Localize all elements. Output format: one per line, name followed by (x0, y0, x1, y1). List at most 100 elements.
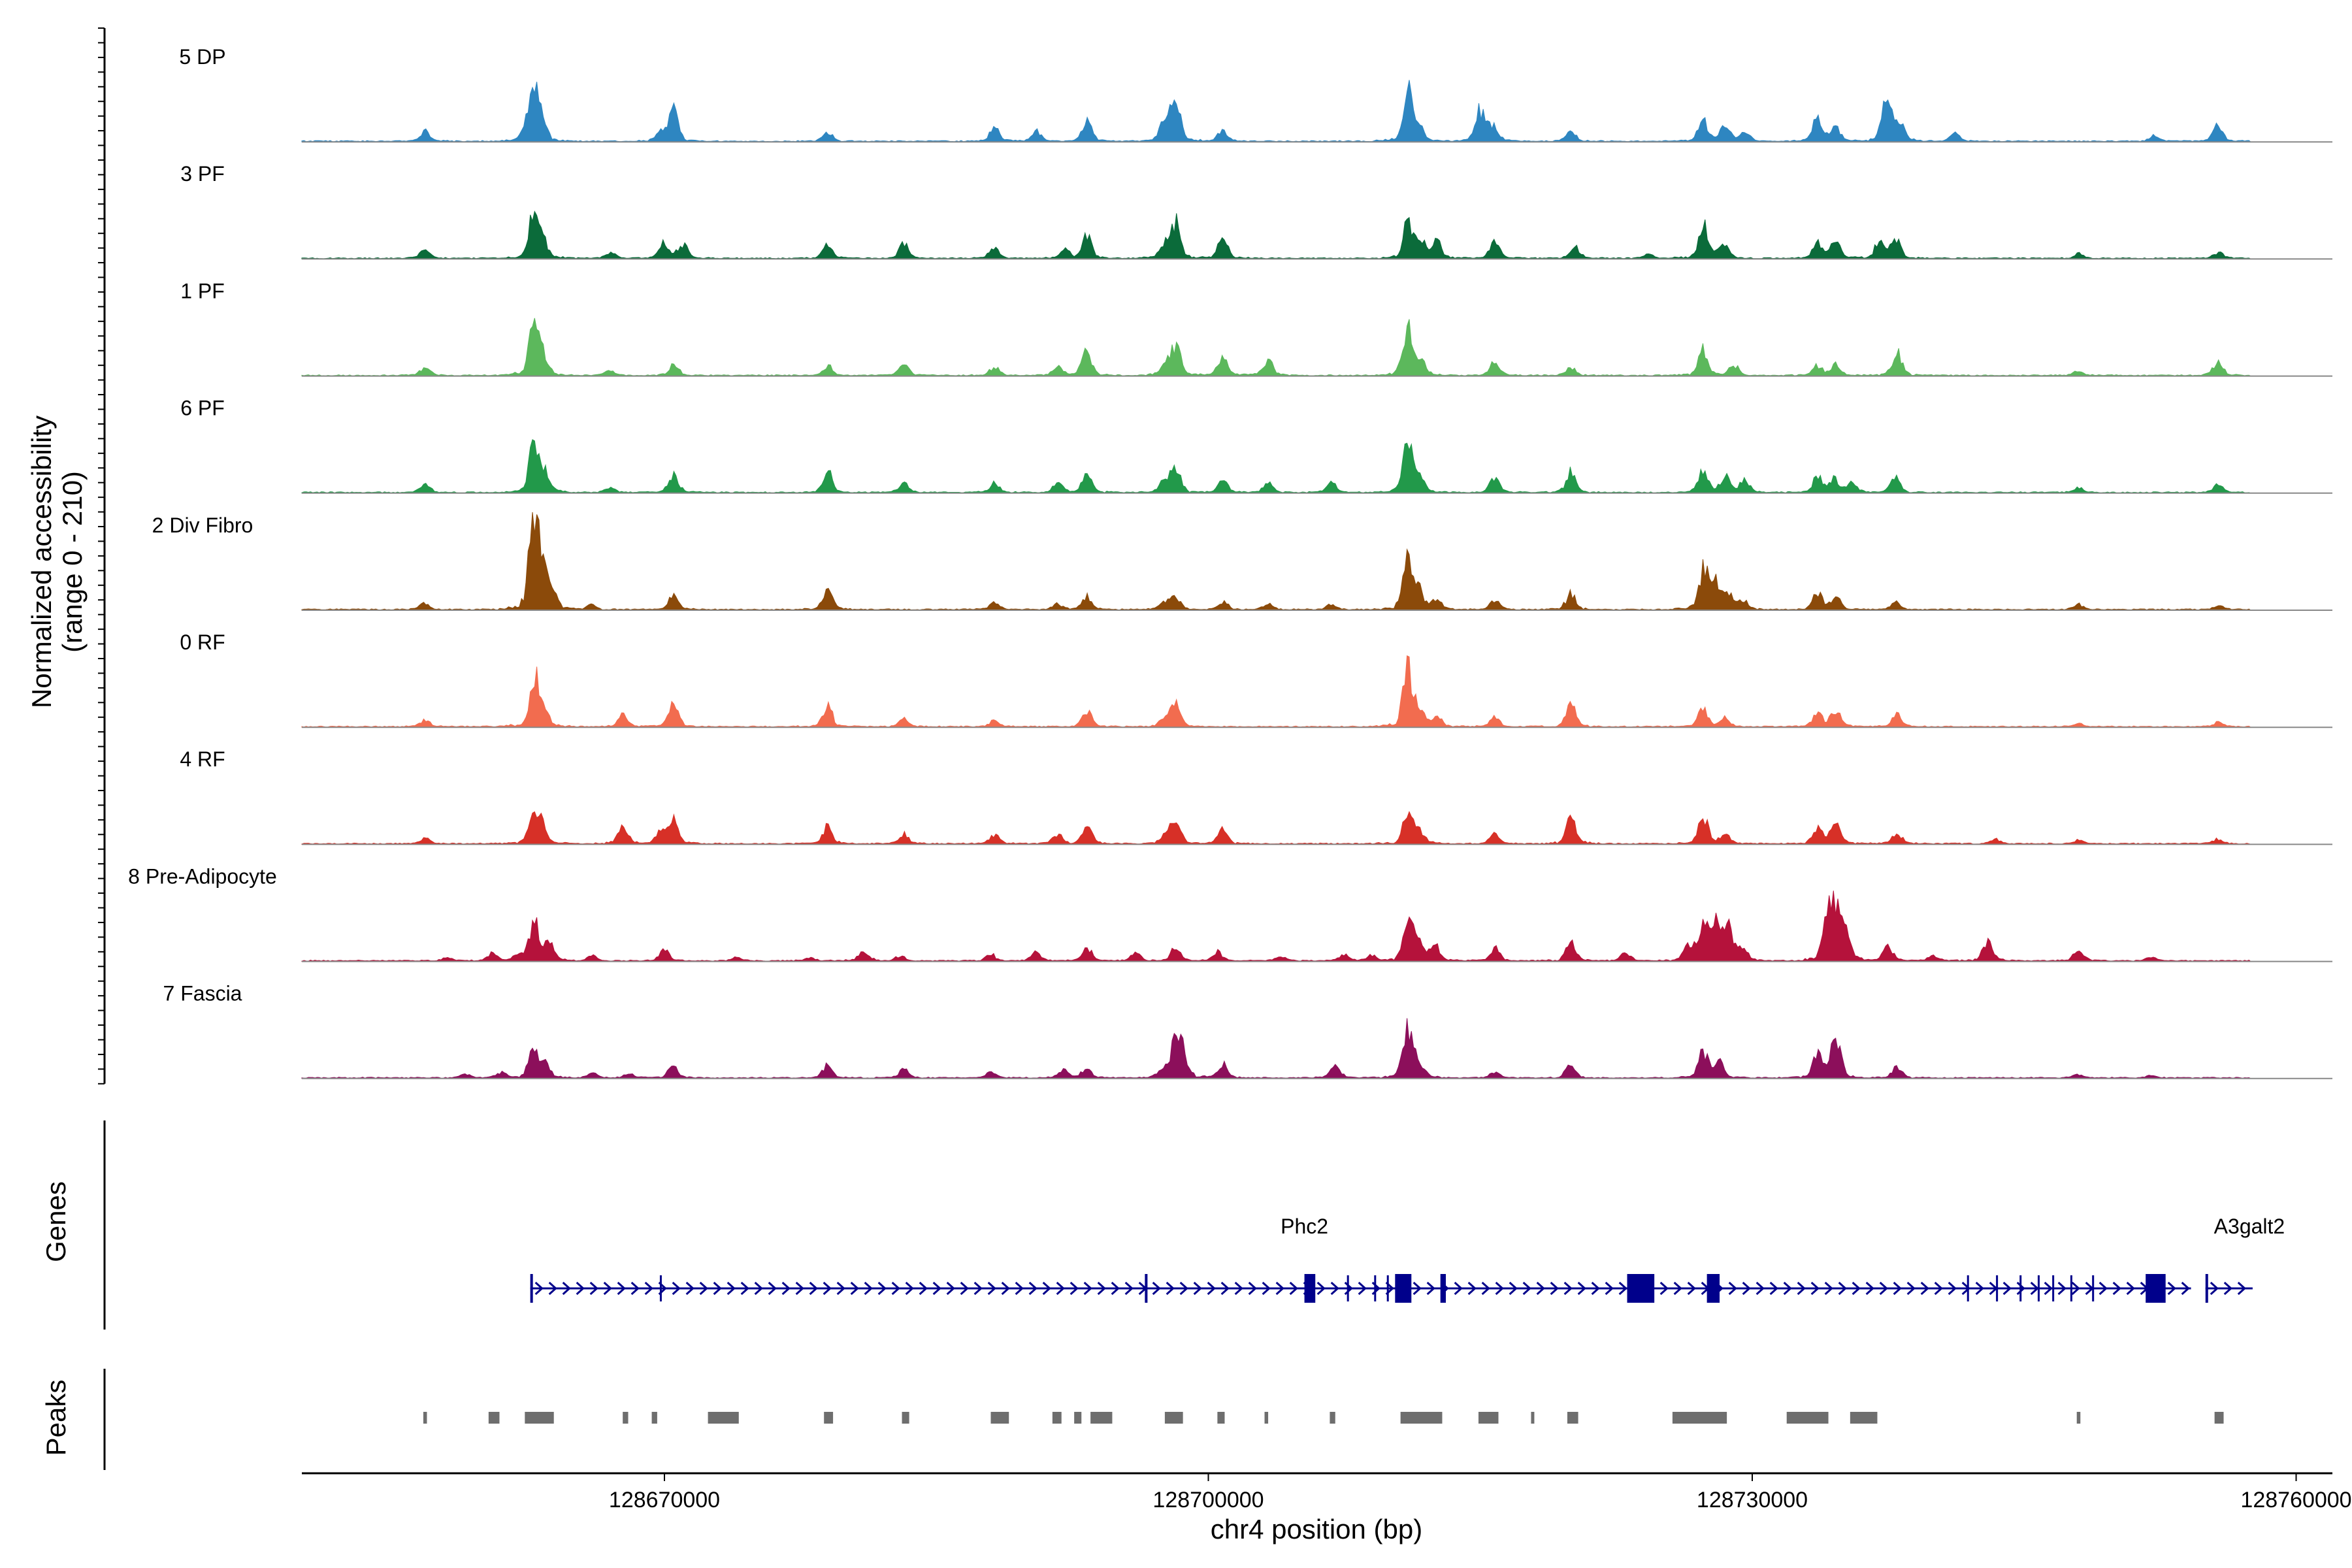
coverage-area (301, 890, 2252, 962)
peak-region (1074, 1412, 1082, 1424)
strand-arrow (1248, 1281, 1257, 1296)
strand-arrow (1330, 1281, 1339, 1296)
track-label: 0 RF (180, 630, 225, 654)
strand-arrow (562, 1281, 571, 1296)
strand-arrow (1289, 1281, 1298, 1296)
peak-region (1052, 1412, 1062, 1424)
strand-arrow (1028, 1281, 1037, 1296)
peak-region (651, 1412, 657, 1424)
track-5-dp: 5 DP (179, 45, 2332, 143)
strand-arrow (534, 1281, 544, 1296)
peak-region (990, 1412, 1009, 1424)
peak-region (623, 1412, 629, 1424)
strand-arrow (1824, 1281, 1833, 1296)
coverage-area (301, 1018, 2251, 1079)
strand-arrow (1756, 1281, 1765, 1296)
strand-arrow (1797, 1281, 1806, 1296)
peak-region (2076, 1412, 2081, 1424)
track-0-rf: 0 RF (180, 630, 2332, 728)
track-label: 5 DP (179, 45, 225, 69)
strand-arrow (1467, 1281, 1477, 1296)
exon (1440, 1274, 1446, 1303)
strand-arrow (727, 1281, 736, 1296)
strand-arrow (2099, 1281, 2108, 1296)
strand-arrow (1042, 1281, 1051, 1296)
gene-name: A3galt2 (2214, 1215, 2285, 1238)
strand-arrow (877, 1281, 887, 1296)
track-1-pf: 1 PF (180, 279, 2332, 377)
strand-arrow (2016, 1281, 2025, 1296)
coverage-area (301, 512, 2252, 611)
strand-arrow (1495, 1281, 1504, 1296)
strand-arrow (1124, 1281, 1134, 1296)
strand-arrow (1934, 1281, 1943, 1296)
peak-region (1478, 1412, 1499, 1424)
strand-arrow (1097, 1281, 1106, 1296)
track-7-fascia: 7 Fascia (163, 982, 2332, 1079)
strand-arrow (1893, 1281, 1902, 1296)
peak-region (708, 1412, 739, 1424)
x-tick-label: 128670000 (609, 1488, 720, 1512)
strand-arrow (1481, 1281, 1490, 1296)
strand-arrow (1879, 1281, 1888, 1296)
track-8-pre-adipocyte: 8 Pre-Adipocyte (128, 864, 2332, 962)
strand-arrow (589, 1281, 598, 1296)
gene-a3galt2: A3galt2 (2205, 1215, 2285, 1303)
strand-arrow (2112, 1281, 2121, 1296)
axes: 128670000 128700000 128730000 128760000 (98, 27, 2352, 1512)
strand-arrow (2181, 1281, 2190, 1296)
gene-phc2: Phc2 (530, 1215, 2191, 1303)
strand-arrow (891, 1281, 900, 1296)
strand-arrow (1509, 1281, 1518, 1296)
exon (530, 1274, 533, 1303)
strand-arrow (1220, 1281, 1230, 1296)
strand-arrow (768, 1281, 777, 1296)
track-6-pf: 6 PF (180, 397, 2332, 494)
coverage-area (301, 318, 2251, 377)
track-label: 3 PF (180, 162, 225, 186)
strand-arrow (1591, 1281, 1600, 1296)
peak-region (1567, 1412, 1578, 1424)
strand-arrow (699, 1281, 708, 1296)
strand-arrow (2002, 1281, 2012, 1296)
strand-arrow (973, 1281, 983, 1296)
strand-arrow (946, 1281, 955, 1296)
exon (2146, 1274, 2166, 1303)
strand-arrow (2237, 1281, 2246, 1296)
strand-arrow (1316, 1281, 1326, 1296)
exon (1304, 1274, 1316, 1303)
strand-arrow (576, 1281, 585, 1296)
peak-region (824, 1412, 834, 1424)
strand-arrow (1975, 1281, 1984, 1296)
strand-arrow (864, 1281, 873, 1296)
strand-arrow (713, 1281, 722, 1296)
track-label: 7 Fascia (163, 982, 242, 1005)
strand-arrow (603, 1281, 612, 1296)
strand-arrow (685, 1281, 694, 1296)
strand-arrow (1083, 1281, 1092, 1296)
strand-arrow (630, 1281, 640, 1296)
strand-arrow (1659, 1281, 1669, 1296)
coverage-area (301, 80, 2252, 142)
strand-arrow (1687, 1281, 1696, 1296)
strand-arrow (1179, 1281, 1188, 1296)
strand-arrow (1522, 1281, 1531, 1296)
strand-arrow (1207, 1281, 1216, 1296)
strand-arrow (795, 1281, 804, 1296)
strand-arrow (1413, 1281, 1422, 1296)
peak-region (2214, 1412, 2224, 1424)
strand-arrow (919, 1281, 928, 1296)
strand-arrow (1577, 1281, 1586, 1296)
peak-region (423, 1412, 427, 1424)
strand-arrow (781, 1281, 791, 1296)
strand-arrow (1001, 1281, 1010, 1296)
peak-region (1850, 1412, 1878, 1424)
strand-arrow (905, 1281, 914, 1296)
peak-region (1786, 1412, 1829, 1424)
track-2-div-fibro: 2 Div Fibro (152, 512, 2332, 611)
strand-arrow (1358, 1281, 1367, 1296)
x-axis-title: chr4 position (bp) (1211, 1514, 1423, 1544)
coverage-tracks: 5 DP 3 PF 1 PF 6 PF 2 Div Fibro 0 RF 4 RF 8 Pre… (128, 45, 2332, 1079)
track-label: 6 PF (180, 397, 225, 420)
